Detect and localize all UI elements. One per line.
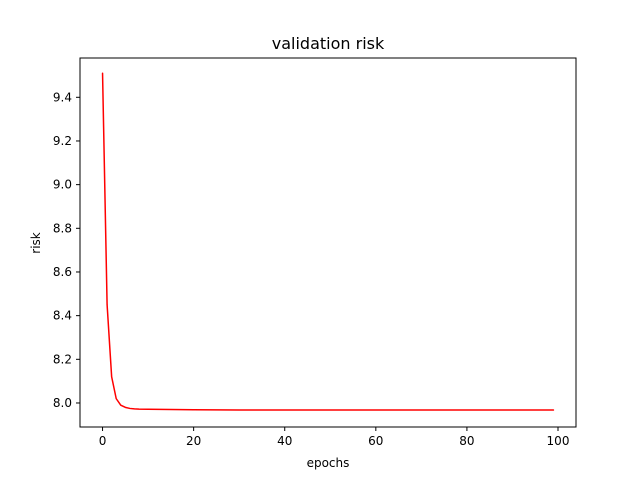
y-tick-label: 8.6: [53, 265, 72, 279]
x-tick-label: 80: [459, 434, 474, 448]
series-line: [101, 72, 555, 411]
y-tick-label: 9.0: [53, 178, 72, 192]
x-tick-label: 100: [547, 434, 570, 448]
x-tick-label: 20: [186, 434, 201, 448]
y-tick-label: 9.4: [53, 90, 72, 104]
y-tick-label: 8.8: [53, 221, 72, 235]
y-tick-label: 8.2: [53, 352, 72, 366]
y-tick-label: 8.0: [53, 396, 72, 410]
y-axis-ticks: 8.0 8.2 8.4 8.6 8.8 9.0 9.2 9.4: [53, 90, 80, 410]
x-tick-label: 0: [99, 434, 107, 448]
y-tick-label: 8.4: [53, 309, 72, 323]
x-tick-label: 40: [277, 434, 292, 448]
x-axis-ticks: 0 20 40 60 80 100: [99, 427, 570, 448]
chart-title: validation risk: [272, 34, 385, 53]
series-layer: [101, 72, 555, 411]
plot-area: [80, 58, 576, 427]
y-tick-label: 9.2: [53, 134, 72, 148]
x-axis-label: epochs: [307, 456, 350, 470]
y-axis-label: risk: [29, 232, 43, 254]
plot-frame: [79, 57, 577, 428]
x-tick-label: 60: [368, 434, 383, 448]
